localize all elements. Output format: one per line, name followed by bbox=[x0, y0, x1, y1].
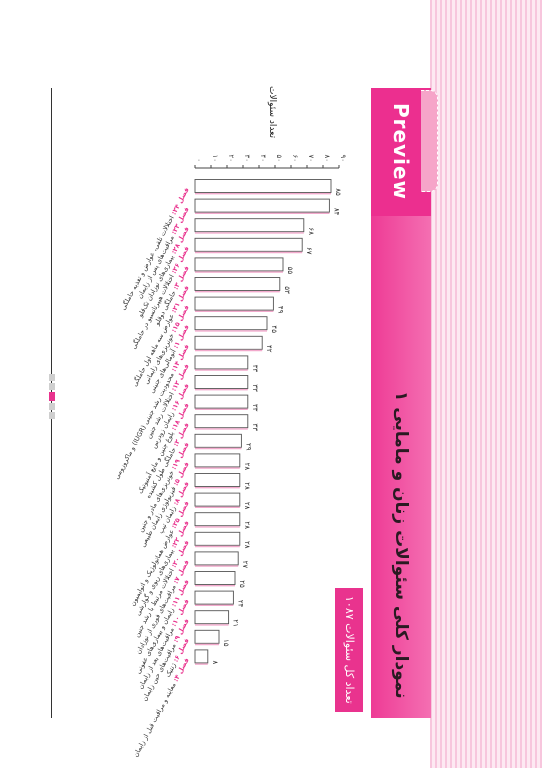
data-label: ۲۵ bbox=[238, 580, 246, 588]
data-label: ۸۴ bbox=[332, 208, 340, 216]
total-questions-label: تعداد کل سئوالات ۱۰۸۷ bbox=[343, 596, 356, 704]
tick-label: ۵۰ bbox=[275, 154, 283, 162]
data-label: ۸ bbox=[211, 661, 219, 665]
tick-label: ۸۰ bbox=[323, 154, 331, 162]
position-mark bbox=[49, 374, 55, 381]
bar bbox=[194, 296, 274, 311]
data-label: ۲۷ bbox=[241, 561, 249, 569]
bar bbox=[194, 394, 249, 409]
total-questions-badge: تعداد کل سئوالات ۱۰۸۷ bbox=[335, 588, 363, 712]
bar bbox=[194, 473, 241, 487]
bar bbox=[194, 551, 239, 566]
data-label: ۱۵ bbox=[222, 639, 230, 647]
bar bbox=[194, 179, 332, 193]
data-label: ۵۳ bbox=[283, 286, 291, 294]
bar bbox=[194, 531, 241, 546]
tick-label: ۶۰ bbox=[291, 154, 299, 162]
bar bbox=[194, 218, 305, 233]
bar bbox=[194, 414, 249, 429]
data-label: ۴۲ bbox=[265, 345, 273, 353]
tick-label: ۴۰ bbox=[259, 154, 267, 162]
bar bbox=[194, 571, 236, 585]
position-mark bbox=[49, 412, 55, 419]
page-title: نمودار کلی سئوالات زنان و مامایی ۱ bbox=[391, 391, 411, 699]
data-label: ۴۹ bbox=[276, 306, 284, 314]
data-label: ۲۸ bbox=[243, 482, 251, 490]
data-label: ۳۳ bbox=[251, 404, 259, 412]
bar bbox=[194, 237, 303, 252]
data-label: ۲۸ bbox=[243, 541, 251, 549]
bar bbox=[194, 355, 249, 370]
data-label: ۳۳ bbox=[251, 384, 259, 392]
bar bbox=[194, 512, 241, 527]
data-label: ۳۳ bbox=[251, 365, 259, 373]
axis-label: تعداد سئوالات bbox=[267, 86, 277, 138]
data-label: ۸۵ bbox=[334, 188, 342, 196]
position-mark-active bbox=[49, 392, 55, 401]
data-label: ۳۳ bbox=[251, 423, 259, 431]
bar bbox=[194, 629, 220, 644]
tick-label: ۰ bbox=[195, 158, 203, 162]
data-label: ۲۸ bbox=[243, 502, 251, 510]
data-label: ۲۴ bbox=[236, 600, 244, 608]
bar bbox=[194, 610, 230, 625]
bookmark-tab-icon bbox=[421, 90, 438, 192]
page-position-marks bbox=[49, 374, 55, 428]
chapter-title: معاینه و مراقبت قبل از زایمان bbox=[132, 681, 178, 758]
bar bbox=[194, 590, 234, 605]
bar bbox=[194, 649, 209, 664]
data-label: ۶۷ bbox=[305, 247, 313, 255]
tick-label: ۳۰ bbox=[243, 154, 251, 162]
page-edge-stripes bbox=[430, 0, 542, 768]
tick-label: ۷۰ bbox=[307, 154, 315, 162]
tick-label: ۱۰ bbox=[211, 154, 219, 162]
title-panel bbox=[371, 216, 431, 718]
data-label: ۴۵ bbox=[270, 325, 278, 333]
bar bbox=[194, 433, 242, 448]
bar bbox=[194, 257, 284, 272]
bar bbox=[194, 277, 281, 291]
bar bbox=[194, 335, 263, 350]
data-label: ۲۹ bbox=[244, 443, 252, 451]
bar bbox=[194, 198, 330, 213]
bar bbox=[194, 492, 241, 507]
data-label: ۶۸ bbox=[307, 227, 315, 235]
tick-label: ۲۰ bbox=[227, 154, 235, 162]
position-mark bbox=[49, 383, 55, 390]
data-label: ۵۵ bbox=[286, 267, 294, 275]
tick-label: ۹۰ bbox=[339, 154, 347, 162]
bar bbox=[194, 453, 241, 468]
data-label: ۲۸ bbox=[243, 521, 251, 529]
data-label: ۲۸ bbox=[243, 463, 251, 471]
position-mark bbox=[49, 403, 55, 410]
bar bbox=[194, 375, 249, 389]
data-label: ۲۱ bbox=[232, 619, 240, 627]
bar bbox=[194, 316, 268, 331]
preview-label: Preview bbox=[389, 103, 413, 201]
